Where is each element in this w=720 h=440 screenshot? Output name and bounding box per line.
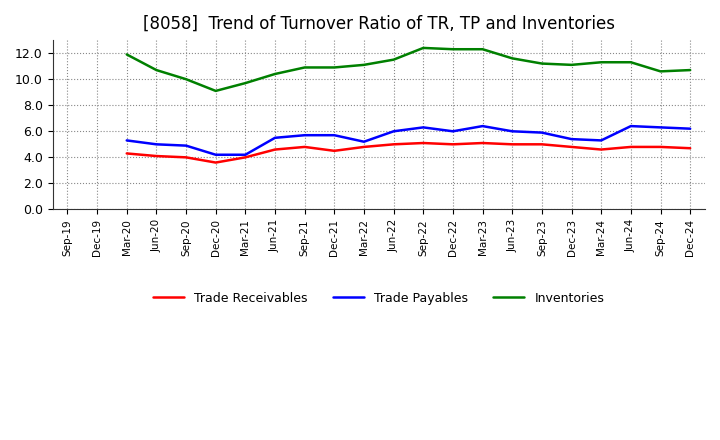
- Trade Payables: [538, 130, 546, 135]
- Trade Receivables: [538, 142, 546, 147]
- Trade Payables: [686, 126, 695, 131]
- Trade Payables: [181, 143, 190, 148]
- Inventories: [271, 71, 279, 77]
- Trade Receivables: [181, 155, 190, 160]
- Trade Receivables: [271, 147, 279, 152]
- Trade Receivables: [597, 147, 606, 152]
- Trade Payables: [152, 142, 161, 147]
- Line: Inventories: Inventories: [127, 48, 690, 91]
- Inventories: [241, 81, 250, 86]
- Inventories: [538, 61, 546, 66]
- Inventories: [626, 59, 635, 65]
- Trade Payables: [330, 132, 338, 138]
- Trade Payables: [419, 125, 428, 130]
- Trade Receivables: [686, 146, 695, 151]
- Trade Payables: [212, 152, 220, 158]
- Trade Receivables: [478, 140, 487, 146]
- Inventories: [122, 52, 131, 57]
- Inventories: [449, 47, 457, 52]
- Inventories: [152, 67, 161, 73]
- Trade Receivables: [300, 144, 309, 150]
- Trade Payables: [597, 138, 606, 143]
- Inventories: [478, 47, 487, 52]
- Inventories: [686, 67, 695, 73]
- Trade Receivables: [212, 160, 220, 165]
- Trade Receivables: [508, 142, 516, 147]
- Trade Receivables: [419, 140, 428, 146]
- Trade Payables: [241, 152, 250, 158]
- Trade Payables: [567, 136, 576, 142]
- Inventories: [419, 45, 428, 51]
- Trade Receivables: [449, 142, 457, 147]
- Trade Payables: [478, 124, 487, 129]
- Trade Payables: [390, 128, 398, 134]
- Inventories: [330, 65, 338, 70]
- Trade Payables: [300, 132, 309, 138]
- Inventories: [300, 65, 309, 70]
- Trade Receivables: [390, 142, 398, 147]
- Line: Trade Payables: Trade Payables: [127, 126, 690, 155]
- Trade Payables: [122, 138, 131, 143]
- Trade Payables: [626, 124, 635, 129]
- Inventories: [567, 62, 576, 67]
- Trade Payables: [360, 139, 369, 144]
- Trade Payables: [656, 125, 665, 130]
- Trade Payables: [449, 128, 457, 134]
- Inventories: [181, 77, 190, 82]
- Trade Receivables: [241, 155, 250, 160]
- Line: Trade Receivables: Trade Receivables: [127, 143, 690, 162]
- Trade Receivables: [360, 144, 369, 150]
- Inventories: [360, 62, 369, 67]
- Inventories: [656, 69, 665, 74]
- Title: [8058]  Trend of Turnover Ratio of TR, TP and Inventories: [8058] Trend of Turnover Ratio of TR, TP…: [143, 15, 615, 33]
- Trade Receivables: [152, 154, 161, 159]
- Trade Receivables: [626, 144, 635, 150]
- Inventories: [390, 57, 398, 62]
- Trade Receivables: [656, 144, 665, 150]
- Trade Payables: [271, 135, 279, 140]
- Trade Receivables: [330, 148, 338, 154]
- Trade Receivables: [567, 144, 576, 150]
- Inventories: [508, 56, 516, 61]
- Legend: Trade Receivables, Trade Payables, Inventories: Trade Receivables, Trade Payables, Inven…: [148, 287, 609, 310]
- Inventories: [597, 59, 606, 65]
- Trade Receivables: [122, 151, 131, 156]
- Inventories: [212, 88, 220, 94]
- Trade Payables: [508, 128, 516, 134]
